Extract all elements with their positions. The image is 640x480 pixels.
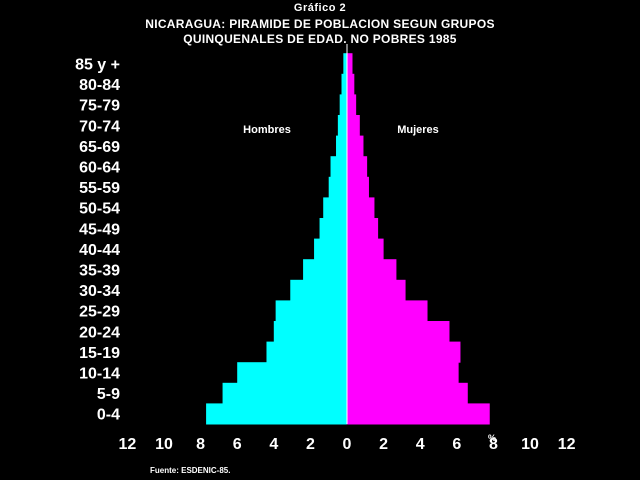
- bar-mujeres-85y+: [347, 53, 353, 75]
- bar-hombres-55-59: [328, 176, 347, 198]
- y-tick-label-17: 85 y +: [75, 57, 120, 74]
- x-tick-label-1: 10: [155, 436, 173, 453]
- bar-hombres-10-14: [237, 362, 347, 384]
- legend-mujeres: Mujeres: [397, 124, 439, 136]
- bar-hombres-35-39: [303, 259, 347, 281]
- bar-hombres-45-49: [319, 218, 347, 240]
- bar-hombres-65-69: [336, 135, 347, 157]
- y-tick-label-5: 25-29: [79, 304, 120, 321]
- bar-mujeres-45-49: [347, 218, 379, 240]
- x-tick-label-11: 10: [521, 436, 539, 453]
- x-tick-label-5: 2: [306, 436, 315, 453]
- bar-hombres-15-19: [266, 341, 347, 363]
- bar-mujeres-40-44: [347, 238, 384, 260]
- x-tick-label-12: 12: [558, 436, 576, 453]
- legend-hombres: Hombres: [243, 124, 291, 136]
- chart-label: Gráfico 2: [293, 2, 347, 14]
- source-note: Fuente: ESDENIC-85.: [150, 466, 231, 475]
- x-tick-label-3: 6: [233, 436, 242, 453]
- chart-title-line-1: NICARAGUA: PIRAMIDE DE POBLACION SEGUN G…: [145, 17, 495, 31]
- x-tick-label-2: 8: [196, 436, 205, 453]
- y-tick-label-7: 35-39: [79, 263, 120, 280]
- bar-hombres-25-29: [275, 300, 347, 322]
- x-tick-label-9: 6: [452, 436, 461, 453]
- y-tick-label-14: 70-74: [79, 118, 120, 135]
- bar-hombres-60-64: [330, 156, 347, 178]
- x-tick-label-8: 4: [416, 436, 425, 453]
- x-tick-label-10: 8: [489, 436, 498, 453]
- bar-mujeres-0-4: [347, 403, 490, 425]
- y-tick-label-2: 10-14: [79, 366, 120, 383]
- bar-mujeres-50-54: [347, 197, 375, 219]
- bar-mujeres-10-14: [347, 362, 459, 384]
- bar-mujeres-5-9: [347, 382, 468, 404]
- y-tick-label-16: 80-84: [79, 77, 120, 94]
- x-tick-label-7: 2: [379, 436, 388, 453]
- bar-mujeres-70-74: [347, 115, 360, 137]
- bar-mujeres-75-79: [347, 94, 357, 116]
- bar-mujeres-20-24: [347, 321, 450, 343]
- x-tick-label-4: 4: [269, 436, 278, 453]
- bar-mujeres-60-64: [347, 156, 368, 178]
- y-tick-label-12: 60-64: [79, 160, 120, 177]
- bar-mujeres-30-34: [347, 279, 406, 301]
- x-tick-label-0: 12: [119, 436, 137, 453]
- bar-mujeres-15-19: [347, 341, 461, 363]
- bar-mujeres-65-69: [347, 135, 364, 157]
- bar-mujeres-55-59: [347, 176, 369, 198]
- y-tick-label-1: 5-9: [97, 386, 120, 403]
- y-tick-label-6: 30-34: [79, 283, 120, 300]
- bar-hombres-0-4: [206, 403, 347, 425]
- bar-hombres-85y+: [343, 53, 347, 75]
- x-tick-label-6: 0: [343, 436, 352, 453]
- bar-mujeres-80-84: [347, 73, 355, 95]
- chart-title-line-2: QUINQUENALES DE EDAD. NO POBRES 1985: [183, 32, 457, 46]
- bar-hombres-70-74: [337, 115, 347, 137]
- y-tick-label-10: 50-54: [79, 201, 120, 218]
- bar-mujeres-25-29: [347, 300, 428, 322]
- y-tick-label-15: 75-79: [79, 98, 120, 115]
- y-tick-label-13: 65-69: [79, 139, 120, 156]
- bar-hombres-5-9: [222, 382, 347, 404]
- bar-hombres-30-34: [290, 279, 347, 301]
- x-axis-unit-label: %: [488, 433, 496, 443]
- bar-hombres-20-24: [273, 321, 347, 343]
- bar-hombres-50-54: [323, 197, 347, 219]
- y-tick-label-8: 40-44: [79, 242, 120, 259]
- y-tick-label-4: 20-24: [79, 324, 120, 341]
- y-tick-label-11: 55-59: [79, 180, 120, 197]
- bar-hombres-75-79: [339, 94, 347, 116]
- y-tick-label-3: 15-19: [79, 345, 120, 362]
- y-tick-label-9: 45-49: [79, 221, 120, 238]
- bar-hombres-40-44: [314, 238, 347, 260]
- y-tick-label-0: 0-4: [97, 407, 120, 424]
- bar-mujeres-35-39: [347, 259, 397, 281]
- bar-hombres-80-84: [341, 73, 347, 95]
